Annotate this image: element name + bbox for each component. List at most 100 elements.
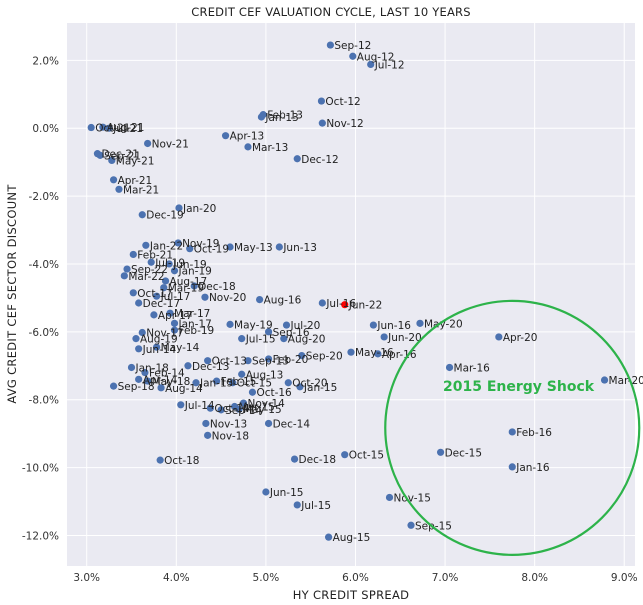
point-label: Jun-13 [282,242,317,254]
point-label: Oct-16 [256,387,292,399]
point-label: Sep-22 [131,264,168,276]
point-marker [298,351,306,360]
point-marker [445,363,454,372]
point-label: Jul-21 [112,123,143,135]
point-marker [221,132,230,140]
point-marker [226,320,234,328]
point-label: Feb-21 [137,249,173,261]
point-label: Jan-16 [515,462,550,474]
point-label: Dec-19 [146,210,183,222]
point-marker [132,335,140,343]
point-marker [108,156,116,165]
point-marker [109,176,118,184]
point-marker [229,379,237,387]
point-marker [374,350,382,358]
point-label: Sep-21 [104,150,141,162]
point-label: Jan-22 [149,240,183,252]
point-marker [184,362,192,370]
point-marker [161,277,170,285]
point-marker [135,299,143,307]
point-labels: Sep-12Aug-12Jul-12Oct-12Nov-12Feb-13Jan-… [95,40,643,544]
point-marker [123,265,131,273]
point-label: Mar-15 [239,401,275,413]
point-label: Oct-18 [164,455,199,467]
point-label: Jul-12 [374,59,405,71]
point-marker [175,204,183,212]
x-tick-label: 7.0% [432,572,459,584]
y-tick-label: -4.0% [29,259,59,271]
point-marker [160,284,168,292]
point-label: May-18 [152,376,191,388]
point-marker [166,309,174,317]
point-label: Jun-19 [172,259,207,271]
point-label: Jun-14 [142,344,177,356]
point-label: Aug-15 [333,532,371,544]
point-label: Feb-16 [516,427,552,439]
point-label: Mar-16 [454,362,491,374]
point-label: Aug-12 [357,51,395,63]
point-label: Sep-14 [225,405,262,417]
point-marker [508,428,516,436]
point-label: Oct-13 [212,356,247,368]
point-marker [600,376,609,384]
point-marker [109,382,118,390]
energy-shock-annotation: 2015 Energy Shock [384,299,641,556]
point-label: Aug-16 [264,295,302,307]
point-label: Oct-14 [214,403,250,415]
point-marker [152,343,161,351]
y-tick-label: 2.0% [32,55,59,67]
point-marker [157,384,165,392]
point-label: Feb-19 [179,325,215,337]
point-marker [264,328,273,336]
point-label: Nov-21 [152,138,189,150]
point-label: Aug-21 [107,122,145,134]
point-marker [244,143,252,151]
point-marker [282,321,291,329]
point-label: Nov-15 [394,492,431,504]
point-label: Feb-14 [149,368,185,380]
point-marker [170,326,179,334]
point-marker [262,488,270,496]
point-label: Dec-15 [445,447,482,459]
point-label: Mar-19 [168,283,204,295]
point-marker [138,211,146,219]
point-label: Jun-15 [269,487,304,499]
y-axis-label: AVG CREDIT CEF SECTOR DISCOUNT [5,184,19,404]
point-marker [264,355,273,363]
point-label: Sep-12 [334,40,371,52]
point-marker [280,335,288,343]
point-label: Apr-21 [118,175,153,187]
point-label: Dec-14 [273,418,311,430]
point-marker [201,293,209,301]
point-marker [129,289,137,297]
point-marker [142,241,150,249]
point-label: May-16 [355,347,394,359]
point-label: Nov-19 [182,238,219,250]
point-marker [141,368,149,377]
point-marker [495,333,503,341]
point-label: Jan-19 [178,266,212,278]
point-marker [436,448,445,456]
point-label: Apr-16 [382,349,417,361]
point-marker [239,399,248,407]
point-marker [256,295,264,304]
energy-shock-circle [384,299,641,556]
point-label: Mar-13 [252,142,288,154]
point-label: Aug-13 [246,369,284,381]
point-label: Jan-17 [178,318,212,330]
point-marker [177,401,185,409]
point-marker [508,463,516,471]
point-label: Jul-15 [300,500,331,512]
point-label: Oct-21 [95,123,130,135]
point-marker [317,97,326,105]
y-tick-label: -8.0% [29,395,59,407]
point-label: Sep-13 [252,356,289,368]
point-label: Nov-14 [247,398,285,410]
point-marker [152,292,161,300]
point-marker [165,260,173,268]
point-marker [156,456,164,464]
point-label: Nov-18 [212,430,249,442]
point-label: Nov-20 [209,292,246,304]
point-label: Apr-20 [503,332,538,344]
